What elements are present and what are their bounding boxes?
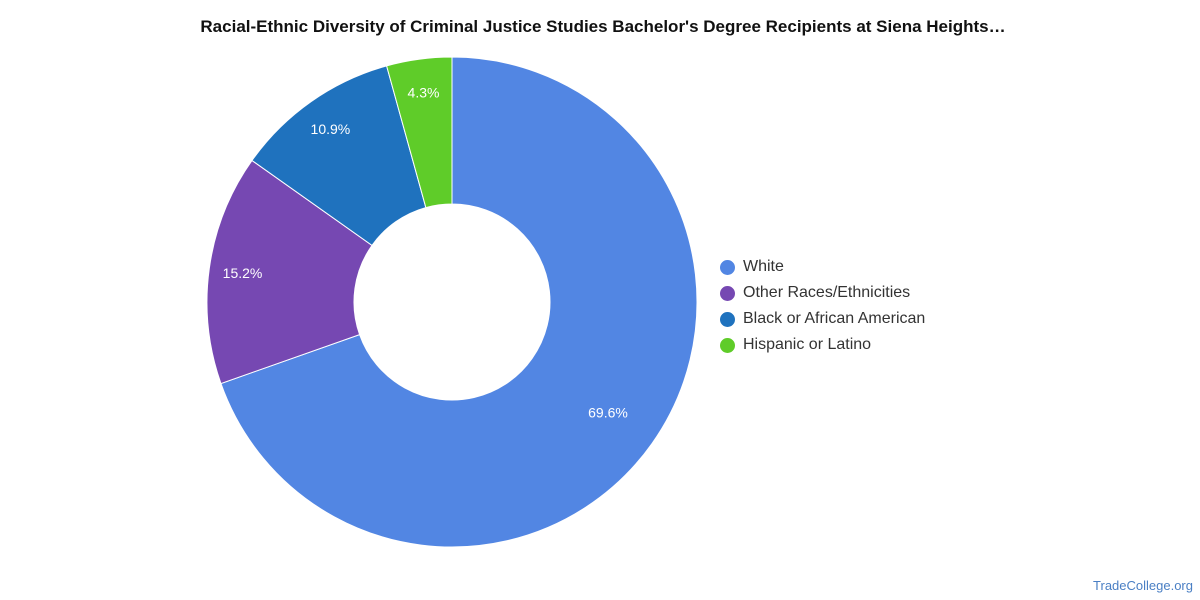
legend-item[interactable]: Other Races/Ethnicities xyxy=(720,280,925,306)
chart-title: Racial-Ethnic Diversity of Criminal Just… xyxy=(200,17,1006,36)
legend-item[interactable]: White xyxy=(720,254,925,280)
slice-white[interactable] xyxy=(220,56,698,548)
slice-value-label: 4.3% xyxy=(408,84,440,100)
legend-label: Hispanic or Latino xyxy=(743,336,872,353)
legend-label: Black or African American xyxy=(743,310,926,327)
watermark[interactable]: TradeCollege.org xyxy=(1093,578,1193,593)
legend-label: Other Races/Ethnicities xyxy=(743,284,911,301)
slice-value-label: 10.9% xyxy=(311,121,351,137)
legend-item[interactable]: Black or African American xyxy=(720,306,925,332)
legend-swatch xyxy=(720,259,735,275)
chart-legend: White Other Races/Ethnicities Black or Afr… xyxy=(720,254,925,358)
legend-swatch xyxy=(720,285,735,301)
legend-item[interactable]: Hispanic or Latino xyxy=(720,332,925,358)
legend-swatch xyxy=(720,311,735,327)
legend-swatch xyxy=(720,337,735,353)
slice-hispanic-or-latino[interactable] xyxy=(385,56,453,209)
slice-value-label: 15.2% xyxy=(223,265,263,281)
slice-value-label: 69.6% xyxy=(588,404,628,420)
legend-label: White xyxy=(743,258,784,275)
